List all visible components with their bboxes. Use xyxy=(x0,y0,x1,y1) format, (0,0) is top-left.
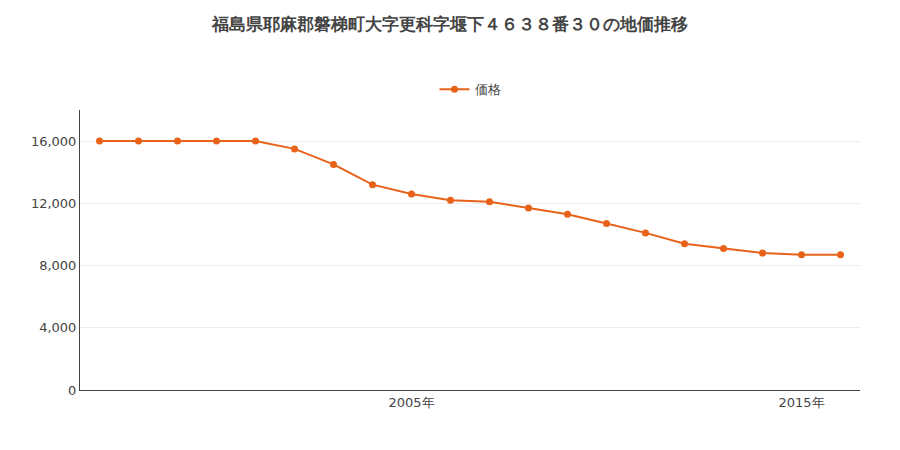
svg-text:0: 0 xyxy=(68,383,76,398)
svg-text:16,000: 16,000 xyxy=(31,134,77,149)
svg-text:2005年: 2005年 xyxy=(388,395,434,410)
svg-text:8,000: 8,000 xyxy=(39,258,76,273)
svg-text:12,000: 12,000 xyxy=(31,196,77,211)
svg-text:価格: 価格 xyxy=(475,82,501,97)
svg-text:2015年: 2015年 xyxy=(778,395,824,410)
svg-text:4,000: 4,000 xyxy=(39,320,76,335)
svg-text:福島県耶麻郡磐梯町大字更科字堰下４６３８番３０の地価推移: 福島県耶麻郡磐梯町大字更科字堰下４６３８番３０の地価推移 xyxy=(211,14,688,34)
